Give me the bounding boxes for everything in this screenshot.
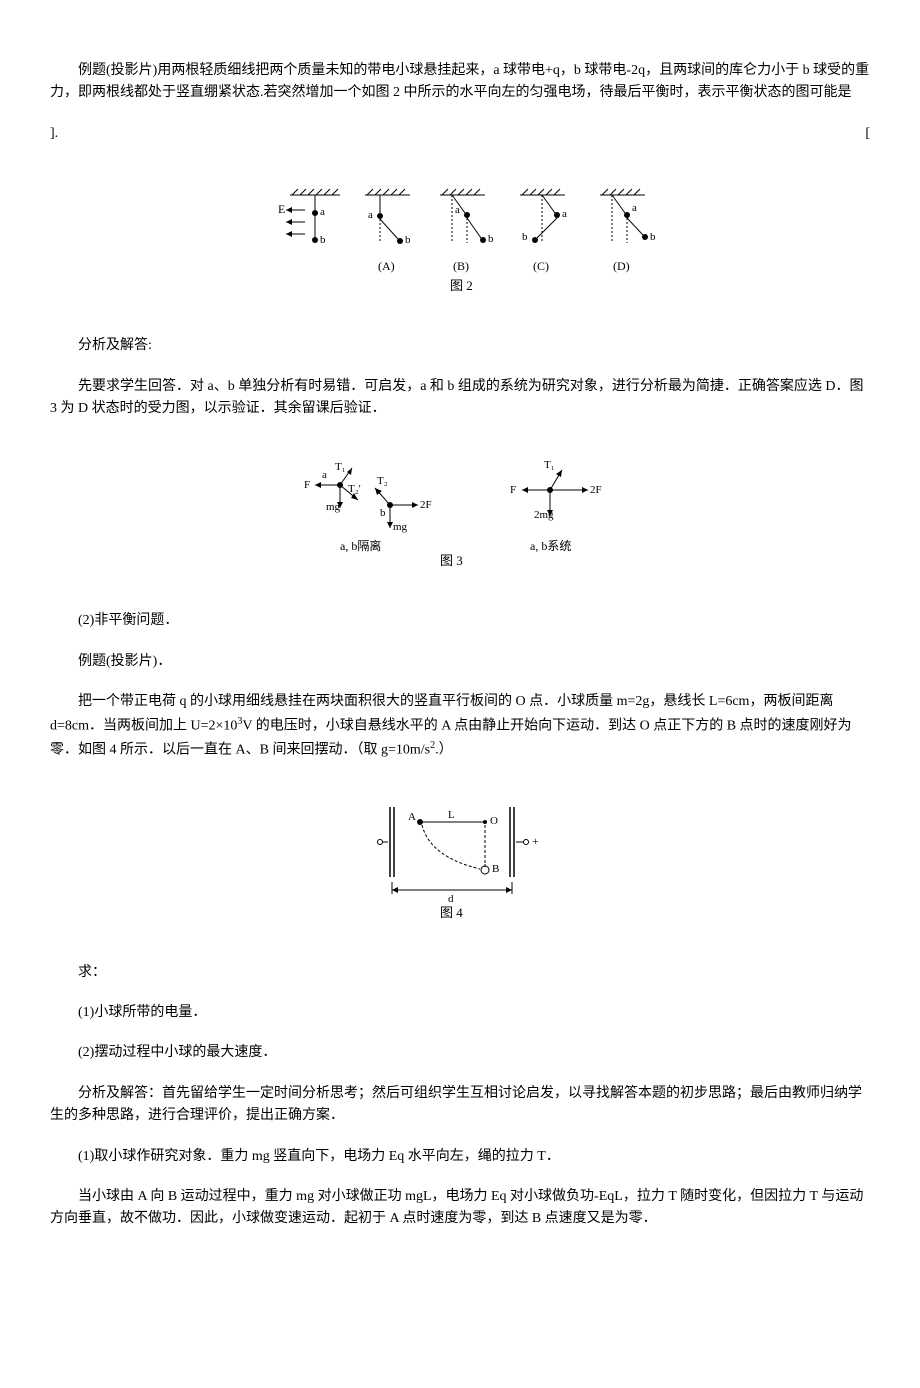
fig2-b-label-0: b xyxy=(320,234,326,246)
fig2-a-label-C: a xyxy=(562,208,567,220)
fig2-b-label-A: b xyxy=(405,234,411,246)
fig2-option-A: (A) xyxy=(378,259,395,273)
analysis-title: 分析及解答: xyxy=(50,335,870,357)
problem-2-intro: 例题(投影片)． xyxy=(50,651,870,673)
fig3-b: b xyxy=(380,507,386,519)
fig3-F-sys: F xyxy=(510,484,516,496)
solution-1: (1)取小球作研究对象．重力 mg 竖直向下，电场力 Eq 水平向左，绳的拉力 … xyxy=(50,1146,870,1168)
fig2-a-label-D: a xyxy=(632,202,637,214)
fig3-2F-b: 2F xyxy=(420,499,432,511)
question-1: (1)小球所带的电量． xyxy=(50,1002,870,1024)
fig3-mg-b: mg xyxy=(393,521,408,533)
fig2-E-label: E xyxy=(278,202,285,216)
fig3-2F-sys: 2F xyxy=(590,484,602,496)
figure-4-svg: + O A L B d 图 4 xyxy=(340,792,580,922)
fig4-A: A xyxy=(408,811,416,823)
bracket-open: [ xyxy=(865,123,870,145)
fig2-b-label-C: b xyxy=(522,231,528,243)
fig2-a-label-0: a xyxy=(320,206,325,218)
bracket-close: ]. xyxy=(50,123,58,145)
fig3-F-a: F xyxy=(304,479,310,491)
fig2-option-D: (D) xyxy=(613,259,630,273)
analysis-2: 分析及解答：首先留给学生一定时间分析思考；然后可组织学生互相讨论启发，以寻找解答… xyxy=(50,1083,870,1128)
fig2-b-label-D: b xyxy=(650,231,656,243)
fig3-a: a xyxy=(322,469,327,481)
figure-4: + O A L B d 图 4 xyxy=(50,792,870,922)
fig2-label: 图 2 xyxy=(450,278,473,293)
fig3-T1-a: T₁ xyxy=(335,461,346,473)
fig2-a-label-A: a xyxy=(368,209,373,221)
figure-3-svg: a T₁ F T₂′ mg b T₂ xyxy=(280,450,640,570)
fig2-option-B: (B) xyxy=(453,259,469,273)
figure-2: E a b a xyxy=(50,175,870,295)
fig3-left-label: a, b隔离 xyxy=(340,538,381,553)
fig3-right-label: a, b系统 xyxy=(530,539,571,553)
fig4-B: B xyxy=(492,863,499,875)
fig4-label: 图 4 xyxy=(440,905,463,920)
problem-2-suffix: .） xyxy=(435,742,453,757)
fig3-2mg: 2mg xyxy=(534,509,554,521)
section-2-title: (2)非平衡问题． xyxy=(50,610,870,632)
fig2-b-label-B: b xyxy=(488,233,494,245)
fig4-d: d xyxy=(448,893,454,905)
analysis-text: 先要求学生回答．对 a、b 单独分析有时易错．可启发，a 和 b 组成的系统为研… xyxy=(50,376,870,421)
figure-2-svg: E a b a xyxy=(260,175,660,295)
solution-1b: 当小球由 A 向 B 运动过程中，重力 mg 对小球做正功 mgL，电场力 Eq… xyxy=(50,1186,870,1231)
fig4-L: L xyxy=(448,809,455,821)
fig2-a-label-B: a xyxy=(455,204,460,216)
question-2: (2)摆动过程中小球的最大速度． xyxy=(50,1042,870,1064)
fig4-plus: + xyxy=(532,834,539,848)
figure-3: a T₁ F T₂′ mg b T₂ xyxy=(50,450,870,570)
problem-1-text: 例题(投影片)用两根轻质细线把两个质量未知的带电小球悬挂起来，a 球带电+q，b… xyxy=(50,60,870,105)
fig4-O: O xyxy=(490,815,498,827)
fig3-T2p: T₂′ xyxy=(348,483,361,495)
fig3-mg-a: mg xyxy=(326,501,341,513)
fig3-label: 图 3 xyxy=(440,553,463,568)
problem-2-text: 把一个带正电荷 q 的小球用细线悬挂在两块面积很大的竖直平行板间的 O 点．小球… xyxy=(50,691,870,761)
answer-bracket: ]. [ xyxy=(50,123,870,145)
fig3-T2: T₂ xyxy=(377,475,388,487)
fig3-T1-sys: T₁ xyxy=(544,459,555,471)
question-prompt: 求： xyxy=(50,962,870,984)
fig2-option-C: (C) xyxy=(533,259,549,273)
